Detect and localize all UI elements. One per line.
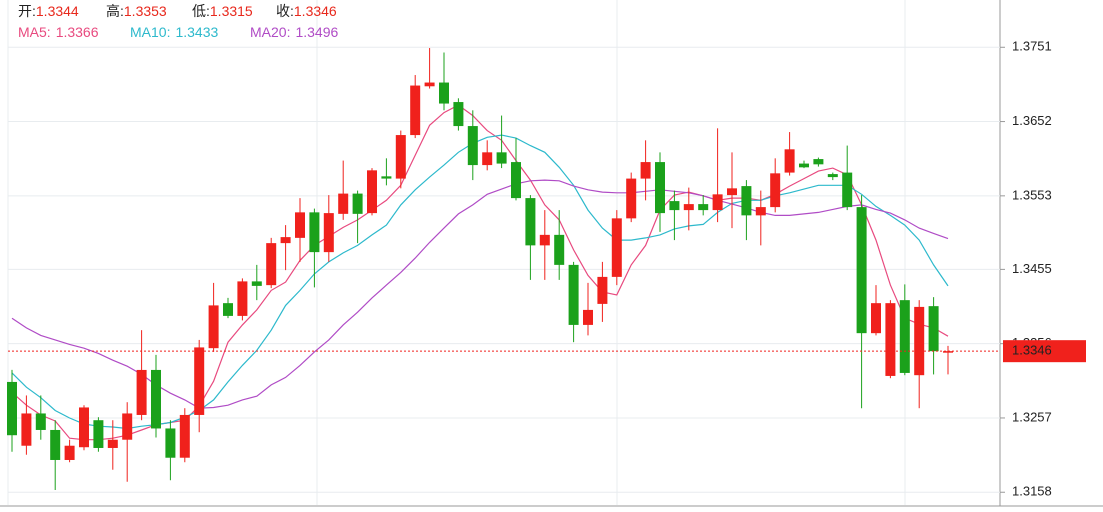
- legend-name: MA20:: [250, 24, 290, 40]
- ohlc-value: 1.3315: [210, 3, 253, 19]
- candle-body: [626, 178, 637, 219]
- legend-value: 1.3366: [56, 24, 99, 40]
- ohlc-value: 1.3344: [36, 3, 79, 19]
- candle-body: [698, 204, 709, 211]
- candle-body: [453, 102, 464, 127]
- ohlc-label: 开:: [18, 3, 36, 19]
- candle-body: [482, 152, 493, 166]
- ma-line: [11, 134, 949, 430]
- candle-body: [496, 152, 507, 164]
- ohlc-value: 1.3353: [124, 3, 167, 19]
- candle-body: [568, 264, 579, 325]
- candle-body: [237, 281, 248, 316]
- legend-name: MA10:: [130, 24, 170, 40]
- candle-body: [295, 212, 305, 238]
- candle-body: [35, 413, 46, 430]
- candle-body: [179, 414, 190, 458]
- candle-body: [151, 369, 161, 429]
- candle-body: [827, 174, 838, 178]
- candle-body: [338, 193, 349, 214]
- candle-body: [266, 243, 277, 286]
- candle-body: [122, 413, 133, 440]
- candle-body: [683, 204, 694, 211]
- candle-body: [511, 162, 521, 199]
- candle-body: [583, 309, 593, 325]
- candle-body: [50, 429, 61, 460]
- candle-body: [755, 207, 766, 216]
- candle-body: [784, 149, 795, 173]
- y-tick-label: 1.3455: [1012, 261, 1052, 276]
- candle-body: [395, 135, 406, 179]
- legend-item: MA5: 1.3366: [18, 24, 99, 40]
- candle-body: [914, 306, 925, 376]
- ma-line: [11, 179, 949, 409]
- candle-body: [251, 281, 262, 286]
- last-price-box: [1003, 340, 1086, 363]
- y-tick-label: 1.3751: [1012, 39, 1052, 54]
- legend-value: 1.3496: [295, 24, 338, 40]
- ohlc-item: 高:1.3353: [106, 3, 167, 19]
- candle-body: [885, 303, 896, 376]
- ohlc-item: 低:1.3315: [192, 3, 253, 19]
- candle-body: [943, 351, 953, 353]
- candle-body: [107, 439, 118, 448]
- ohlc-item: 收:1.3346: [276, 3, 337, 19]
- candle-body: [712, 194, 723, 211]
- candle-body: [669, 201, 680, 211]
- y-tick-label: 1.3652: [1012, 113, 1052, 128]
- ohlc-label: 收:: [276, 3, 294, 19]
- ohlc-label: 高:: [106, 3, 124, 19]
- candle-body: [655, 162, 665, 214]
- candle-body: [928, 306, 939, 352]
- ohlc-value: 1.3346: [294, 3, 337, 19]
- candle-body: [799, 163, 809, 168]
- y-tick-label: 1.3553: [1012, 187, 1052, 202]
- candle-body: [813, 159, 824, 165]
- ohlc-label: 低:: [192, 3, 210, 19]
- candle-body: [7, 381, 17, 436]
- candle-body: [410, 85, 421, 136]
- candle-body: [194, 347, 205, 415]
- candle-body: [381, 176, 392, 179]
- candle-body: [741, 186, 752, 216]
- candle-body: [554, 234, 565, 265]
- candle-body: [136, 369, 147, 415]
- legend-name: MA5:: [18, 24, 51, 40]
- candle-body: [899, 300, 910, 373]
- candle-body: [280, 237, 291, 244]
- candle-body: [208, 305, 219, 349]
- legend-item: MA10: 1.3433: [130, 24, 219, 40]
- candle-body: [871, 303, 881, 334]
- candle-body: [770, 173, 781, 208]
- candle-body: [727, 188, 737, 196]
- candle-body: [309, 212, 320, 253]
- candle-body: [539, 234, 550, 246]
- candle-body: [525, 198, 536, 246]
- candle-body: [323, 213, 334, 253]
- last-price-label: 1.3346: [1012, 343, 1052, 358]
- candle-body: [597, 276, 608, 304]
- candle-body: [93, 420, 104, 448]
- y-tick-label: 1.3257: [1012, 409, 1052, 424]
- candle-body: [223, 303, 233, 316]
- candle-body: [64, 445, 75, 460]
- candle-body: [611, 218, 622, 277]
- y-tick-label: 1.3158: [1012, 484, 1052, 499]
- legend-value: 1.3433: [175, 24, 218, 40]
- candle-body: [856, 207, 867, 334]
- candle-body: [352, 193, 363, 214]
- candle-body: [79, 407, 89, 448]
- candle-body: [439, 82, 449, 104]
- ohlc-item: 开:1.3344: [18, 3, 79, 19]
- candle-body: [424, 82, 435, 87]
- legend-item: MA20: 1.3496: [250, 24, 339, 40]
- candle-body: [367, 170, 377, 214]
- candle-body: [640, 162, 651, 179]
- candle-body: [842, 172, 853, 208]
- candle-body: [165, 428, 176, 458]
- candle-body: [21, 413, 32, 446]
- candle-body: [467, 126, 478, 166]
